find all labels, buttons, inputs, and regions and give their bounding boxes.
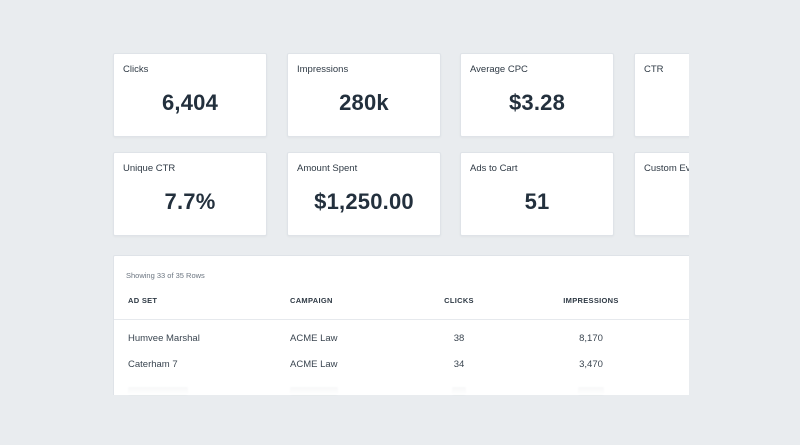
- dashboard-viewport: Clicks 6,404 Impressions 280k Average CP…: [113, 53, 689, 395]
- metric-card-clicks[interactable]: Clicks 6,404: [113, 53, 267, 137]
- metric-card-average-cpc[interactable]: Average CPC $3.28: [460, 53, 614, 137]
- row-count-caption: Showing 33 of 35 Rows: [126, 271, 205, 280]
- cell-clicks: 38: [453, 333, 465, 344]
- metric-label: Impressions: [297, 64, 349, 75]
- table-row[interactable]: Humvee Marshal ACME Law 38 8,170: [114, 330, 689, 350]
- cell-campaign: ACME Law: [290, 359, 338, 370]
- metric-card-custom-events[interactable]: Custom Ev: [634, 152, 689, 236]
- column-header-impressions[interactable]: IMPRESSIONS: [563, 296, 619, 305]
- metric-label: Clicks: [123, 64, 149, 75]
- table-row[interactable]: Caterham 7 ACME Law 34 3,470: [114, 356, 689, 376]
- metric-value: 7.7%: [164, 189, 216, 214]
- metric-value: 6,404: [161, 90, 219, 115]
- metric-label: CTR: [644, 64, 664, 75]
- cell-ad-set: Caterham 7: [128, 359, 178, 370]
- cell-clicks: 34: [453, 359, 465, 370]
- metric-label: Average CPC: [470, 64, 528, 75]
- metric-value: $3.28: [508, 90, 566, 115]
- cell-campaign: ACME Law: [290, 333, 338, 344]
- metric-label: Custom Ev: [644, 163, 689, 174]
- column-header-clicks[interactable]: CLICKS: [444, 296, 474, 305]
- cell-impressions: 3,470: [579, 359, 603, 370]
- header-divider: [114, 319, 689, 320]
- metric-card-ctr[interactable]: CTR: [634, 53, 689, 137]
- metric-card-ads-to-cart[interactable]: Ads to Cart 51: [460, 152, 614, 236]
- metric-label: Unique CTR: [123, 163, 176, 174]
- ad-set-table: Showing 33 of 35 Rows AD SET CAMPAIGN CL…: [113, 255, 689, 395]
- table-fade-overlay: [114, 375, 689, 395]
- column-header-campaign[interactable]: CAMPAIGN: [290, 296, 333, 305]
- metric-card-impressions[interactable]: Impressions 280k: [287, 53, 441, 137]
- metric-card-unique-ctr[interactable]: Unique CTR 7.7%: [113, 152, 267, 236]
- metric-value: 280k: [339, 90, 389, 115]
- metric-card-amount-spent[interactable]: Amount Spent $1,250.00: [287, 152, 441, 236]
- cell-ad-set: Humvee Marshal: [128, 333, 200, 344]
- metric-value: 51: [524, 189, 550, 214]
- column-header-ad-set[interactable]: AD SET: [128, 296, 158, 305]
- cell-impressions: 8,170: [579, 333, 603, 344]
- metric-label: Ads to Cart: [470, 163, 518, 174]
- metric-value: $1,250.00: [314, 189, 414, 214]
- metric-label: Amount Spent: [297, 163, 358, 174]
